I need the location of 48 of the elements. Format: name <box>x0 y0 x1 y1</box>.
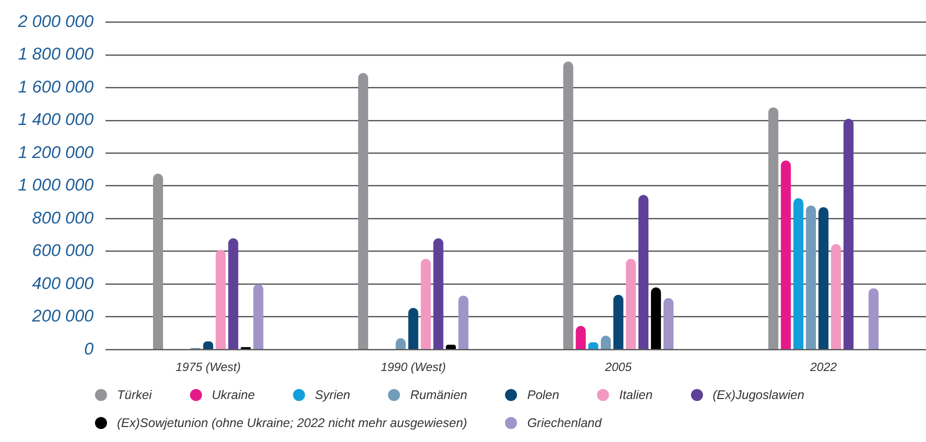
y-tick-label: 1 200 000 <box>18 142 94 162</box>
bar <box>458 296 468 349</box>
bar <box>793 198 804 349</box>
x-tick-label: 2005 <box>604 360 632 374</box>
bar <box>663 298 674 349</box>
bar <box>408 308 418 349</box>
bar <box>650 287 661 349</box>
legend-label: Griechenland <box>527 416 602 430</box>
y-tick-label: 400 000 <box>32 274 94 293</box>
bar <box>844 118 854 349</box>
bar <box>228 238 238 349</box>
legend-label: Rumänien <box>410 388 468 402</box>
y-tick-label: 1 800 000 <box>18 44 94 64</box>
y-tick-label: 2 000 000 <box>16 12 94 31</box>
x-tick-label: 1990 (West) <box>380 360 446 374</box>
bar <box>433 238 444 349</box>
y-tick-label: 1 400 000 <box>18 110 94 130</box>
legend-label: Syrien <box>314 388 350 402</box>
bar <box>768 107 778 349</box>
bar <box>563 61 574 349</box>
bar <box>638 194 648 349</box>
x-tick-label: 1975 (West) <box>176 360 241 374</box>
y-tick-label: 1 600 000 <box>18 77 94 96</box>
legend-label: Italien <box>619 388 653 402</box>
legend-label: (Ex)Jugoslawien <box>712 388 804 402</box>
bar <box>613 294 624 349</box>
legend-label: Ukraine <box>212 388 255 402</box>
legend-label: Türkei <box>117 388 152 402</box>
bar <box>806 206 816 349</box>
y-tick-label: 200 000 <box>31 306 94 326</box>
y-tick-label: 0 <box>84 339 94 358</box>
y-tick-label: 600 000 <box>32 241 94 260</box>
bar <box>420 258 431 349</box>
y-tick-label: 1 000 000 <box>18 176 94 195</box>
x-tick-label: 2022 <box>809 360 838 374</box>
bar <box>830 244 841 349</box>
bar <box>818 207 828 349</box>
bar <box>253 284 264 349</box>
bar <box>216 250 226 349</box>
bar <box>868 288 879 349</box>
legend-label: (Ex)Sowjetunion (ohne Ukraine; 2022 nicht mehr ausgewiesen) <box>117 416 468 430</box>
bar <box>780 160 791 349</box>
bar <box>576 326 586 349</box>
bar <box>358 72 368 349</box>
y-tick-label: 800 000 <box>32 208 94 228</box>
bar <box>626 258 636 349</box>
bar <box>153 174 164 349</box>
legend-label: Polen <box>527 388 560 402</box>
